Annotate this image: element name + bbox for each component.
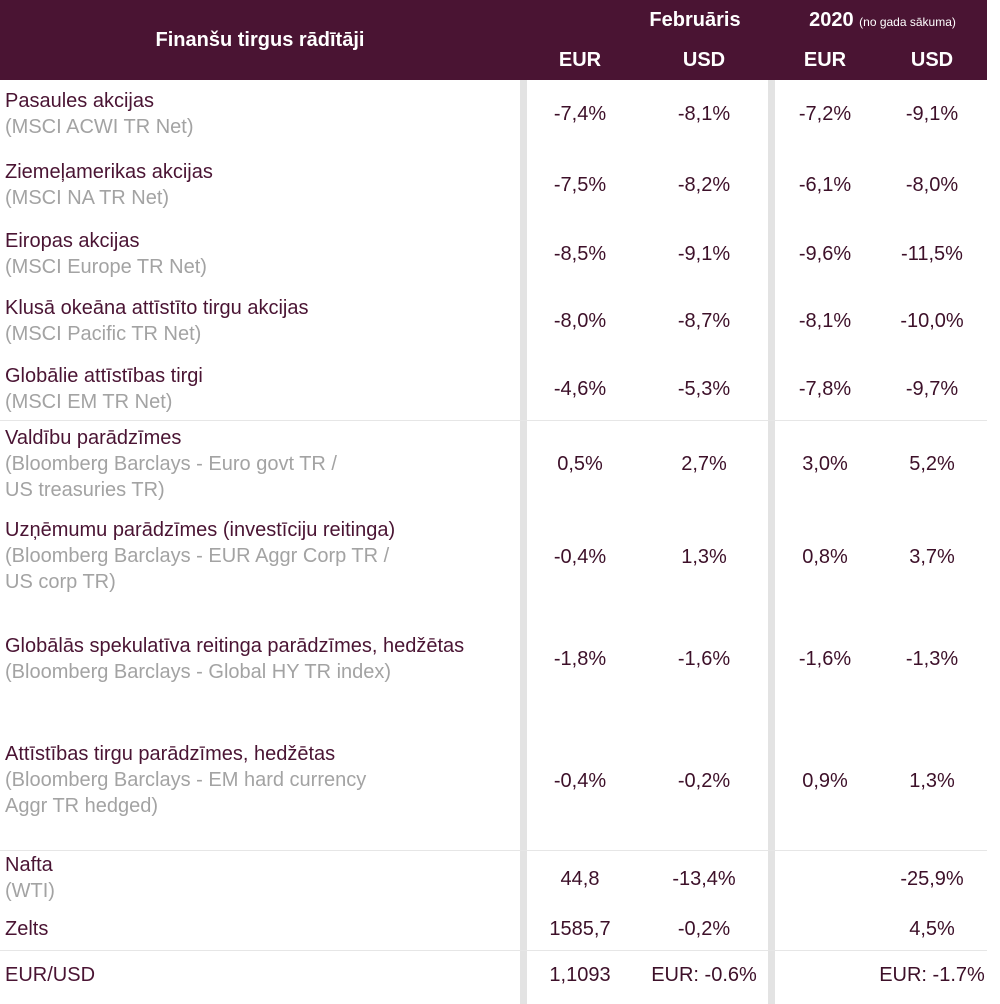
row-value: -1,6%: [677, 648, 731, 670]
column-divider-right: [768, 80, 775, 1004]
row-value: -5,3%: [677, 378, 731, 400]
row-label-index: (WTI): [5, 880, 55, 902]
row-value: -0,2%: [677, 918, 731, 940]
row-value: -9,1%: [677, 243, 731, 265]
row-label-index: (MSCI NA TR Net): [5, 187, 170, 209]
row-value: -0,4%: [553, 546, 607, 568]
row-value: -8,0%: [905, 174, 959, 196]
row-label-main: Klusā okeāna attīstīto tirgu akcijas: [5, 297, 309, 319]
row-value: -8,5%: [553, 243, 607, 265]
row-value: -9,1%: [905, 103, 959, 125]
row-label-index: (Bloomberg Barclays - Global HY TR index…: [5, 661, 392, 683]
row-value: -8,7%: [677, 310, 731, 332]
header-group-february: Februāris: [649, 9, 741, 31]
section-divider-bonds: [0, 850, 987, 851]
row-value: -7,5%: [553, 174, 607, 196]
row-label: Attīstības tirgu parādzīmes, hedžētas (Bl…: [5, 741, 366, 819]
row-label: Pasaules akcijas (MSCI ACWI TR Net): [5, 88, 194, 140]
row-label-main: Pasaules akcijas: [5, 90, 154, 112]
header-group-ytd-note: (no gada sākuma): [859, 15, 956, 29]
row-value: 3,0%: [802, 453, 848, 475]
row-label-main: Valdību parādzīmes: [5, 427, 182, 449]
section-divider-equities: [0, 420, 987, 421]
row-label-index: (Bloomberg Barclays - EM hard currency A…: [5, 769, 367, 817]
row-value: 44,8: [560, 868, 600, 890]
row-value: -8,1%: [677, 103, 731, 125]
row-value: -0,2%: [677, 770, 731, 792]
row-label-main: Zelts: [5, 918, 49, 940]
row-value: -0,4%: [553, 770, 607, 792]
row-value: -13,4%: [672, 868, 736, 890]
row-label: Eiropas akcijas (MSCI Europe TR Net): [5, 228, 207, 280]
row-label-main: Globālie attīstības tirgi: [5, 365, 203, 387]
row-label-main: Attīstības tirgu parādzīmes, hedžētas: [5, 743, 336, 765]
row-value: -11,5%: [901, 243, 963, 265]
row-label-index: (MSCI EM TR Net): [5, 391, 173, 413]
row-label: Zelts: [5, 916, 48, 942]
row-value: -9,6%: [798, 243, 852, 265]
row-label-index: (MSCI Pacific TR Net): [5, 323, 202, 345]
row-value: -25,9%: [900, 868, 964, 890]
row-label: Ziemeļamerikas akcijas (MSCI NA TR Net): [5, 159, 213, 211]
row-label-main: Uzņēmumu parādzīmes (investīciju reiting…: [5, 519, 396, 541]
header-group-ytd: 2020 (no gada sākuma): [780, 9, 985, 32]
row-label: Klusā okeāna attīstīto tirgu akcijas (MSC…: [5, 295, 309, 347]
row-value: -4,6%: [553, 378, 607, 400]
table-header: Finanšu tirgus rādītāji Februāris 2020 (…: [0, 0, 987, 80]
row-label-main: Globālās spekulatīva reitinga parādzīmes…: [5, 635, 465, 657]
row-value: EUR: -1.7%: [879, 964, 985, 986]
row-value: -10,0%: [900, 310, 964, 332]
row-label: Uzņēmumu parādzīmes (investīciju reiting…: [5, 517, 395, 595]
section-divider-commodities: [0, 950, 987, 951]
row-value: 2,7%: [681, 453, 727, 475]
row-label-main: EUR/USD: [5, 964, 96, 986]
row-value: 1585,7: [549, 918, 611, 940]
row-label: Nafta (WTI): [5, 852, 55, 904]
row-value: 1,1093: [549, 964, 611, 986]
row-value: 1,3%: [909, 770, 955, 792]
row-value: -9,7%: [905, 378, 959, 400]
row-value: -1,8%: [553, 648, 607, 670]
row-value: EUR: -0.6%: [651, 964, 757, 986]
table-title: Finanšu tirgus rādītāji: [155, 28, 365, 51]
row-value: 1,3%: [681, 546, 727, 568]
row-label-index: (MSCI ACWI TR Net): [5, 116, 194, 138]
row-label-main: Eiropas akcijas: [5, 230, 140, 252]
row-value: -1,3%: [905, 648, 959, 670]
row-label-index: (MSCI Europe TR Net): [5, 256, 207, 278]
row-value: 0,9%: [802, 770, 848, 792]
header-group-ytd-year: 2020: [809, 9, 854, 31]
column-divider-left: [520, 80, 527, 1004]
header-currency-eur-1: EUR: [558, 49, 602, 71]
row-value: 4,5%: [909, 918, 955, 940]
row-value: -1,6%: [798, 648, 852, 670]
row-label-main: Nafta: [5, 854, 53, 876]
row-value: 3,7%: [909, 546, 955, 568]
row-label: Globālie attīstības tirgi (MSCI EM TR Net…: [5, 363, 203, 415]
row-value: 0,5%: [557, 453, 603, 475]
header-currency-eur-2: EUR: [803, 49, 847, 71]
row-label: Valdību parādzīmes (Bloomberg Barclays - …: [5, 425, 337, 503]
row-label-main: Ziemeļamerikas akcijas: [5, 161, 213, 183]
row-value: -8,0%: [553, 310, 607, 332]
row-value: -8,1%: [798, 310, 852, 332]
row-value: 5,2%: [909, 453, 955, 475]
row-label-index: (Bloomberg Barclays - EUR Aggr Corp TR /…: [5, 545, 390, 593]
row-value: -7,8%: [798, 378, 852, 400]
row-value: -6,1%: [798, 174, 852, 196]
row-value: -7,2%: [798, 103, 852, 125]
row-value: -7,4%: [553, 103, 607, 125]
row-value: -8,2%: [677, 174, 731, 196]
header-currency-usd-2: USD: [910, 49, 954, 71]
row-value: 0,8%: [802, 546, 848, 568]
row-label: EUR/USD: [5, 962, 95, 988]
header-currency-usd-1: USD: [682, 49, 726, 71]
row-label-index: (Bloomberg Barclays - Euro govt TR / US …: [5, 453, 337, 501]
row-label: Globālās spekulatīva reitinga parādzīmes…: [5, 633, 464, 685]
